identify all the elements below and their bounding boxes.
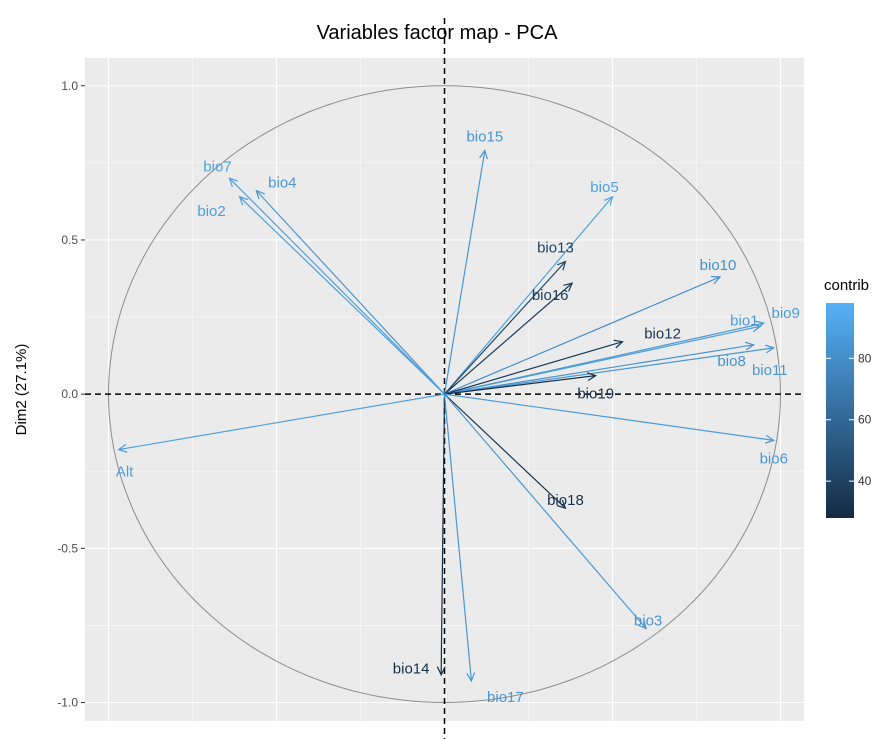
arrow-bio18 (444, 393, 567, 510)
label-bio2: bio2 (197, 203, 225, 220)
arrow-bio9 (444, 320, 766, 395)
colorbar-tick-label: 80 (858, 351, 872, 365)
colorbar (826, 303, 854, 518)
label-bio3: bio3 (634, 612, 662, 629)
label-bio13: bio13 (537, 240, 574, 257)
arrow-bio2 (238, 195, 445, 395)
label-bio7: bio7 (203, 158, 231, 175)
arrow-bio10 (444, 275, 722, 395)
label-bio19: bio19 (577, 386, 614, 403)
label-bio9: bio9 (772, 305, 800, 322)
y-tick-label: -1.0 (57, 695, 78, 709)
arrow-bio19 (444, 372, 598, 395)
arrow-bio6 (444, 393, 776, 444)
label-bio14: bio14 (393, 661, 430, 678)
y-tick-label: -0.5 (57, 541, 78, 555)
label-bio11: bio11 (752, 362, 788, 379)
arrow-bio11 (444, 344, 776, 395)
label-bio1: bio1 (730, 312, 758, 329)
y-axis-ticks: 1.0 0.5 0.0 -0.5 -1.0 (57, 79, 85, 709)
y-tick-label: 1.0 (61, 79, 78, 93)
arrow-bio12 (444, 339, 624, 395)
arrow-bio4 (255, 189, 445, 395)
label-bio6: bio6 (760, 450, 788, 467)
colorbar-tick-label: 60 (858, 413, 872, 427)
label-bio15: bio15 (466, 129, 503, 146)
label-bio16: bio16 (532, 287, 569, 304)
arrow-bio3 (444, 393, 647, 630)
label-Alt: Alt (116, 464, 134, 481)
label-bio10: bio10 (700, 257, 737, 274)
arrow-Alt (117, 393, 445, 453)
arrow-bio8 (444, 341, 755, 395)
arrow-bio7 (228, 177, 445, 395)
arrow-bio15 (443, 149, 488, 395)
label-bio8: bio8 (717, 353, 745, 370)
chart-title: Variables factor map - PCA (317, 22, 558, 44)
y-axis-label: Dim2 (27.1%) (13, 344, 30, 436)
legend-title: contrib (824, 277, 869, 294)
label-bio12: bio12 (644, 326, 681, 343)
arrow-bio13 (444, 260, 567, 395)
label-bio4: bio4 (268, 175, 296, 192)
arrow-bio14 (436, 394, 446, 677)
y-tick-label: 0.0 (61, 387, 78, 401)
label-bio17: bio17 (487, 689, 524, 706)
variable-labels: bio15 bio7 bio4 bio2 bio5 bio13 bio10 bio16 bio1… (116, 129, 800, 706)
arrow-bio17 (443, 394, 476, 683)
zero-axes (85, 18, 804, 739)
variable-arrows (117, 149, 776, 683)
y-tick-label: 0.5 (61, 233, 78, 247)
colorbar-tick-label: 40 (858, 474, 872, 488)
legend: contrib 80 60 40 (824, 277, 872, 518)
arrow-bio5 (444, 195, 614, 395)
arrow-bio16 (444, 282, 574, 395)
label-bio18: bio18 (547, 492, 584, 509)
label-bio5: bio5 (590, 179, 618, 196)
